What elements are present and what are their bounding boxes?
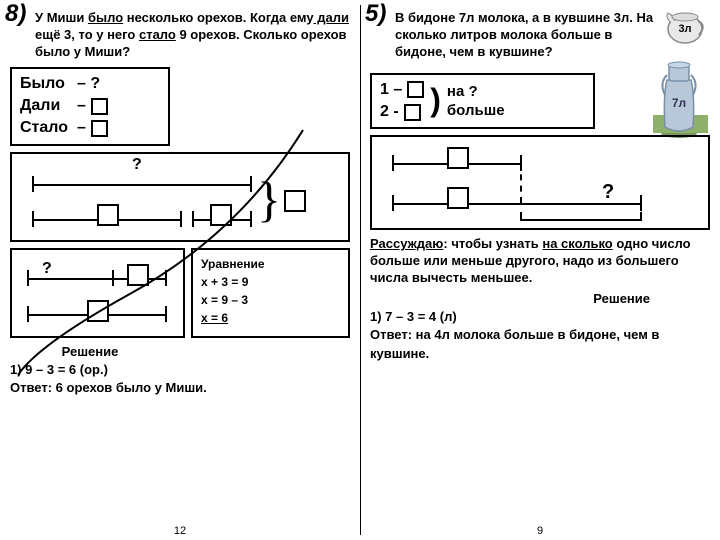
problem-number-5: 5) [365, 0, 386, 28]
svg-text:7л: 7л [672, 96, 686, 110]
reasoning-text: Рассуждаю: чтобы узнать на сколько одно … [370, 236, 710, 287]
page-num-left: 12 [174, 525, 186, 537]
solution-left: 1) 9 – 3 = 6 (ор.) Ответ: 6 орехов было … [10, 361, 350, 397]
row-diagram-eq: ? Уравнение x + 3 = 9 x = 9 – 3 x = 6 [10, 248, 350, 338]
jug-icon: 3л [663, 5, 708, 47]
solution-label-right: Решение [370, 291, 710, 306]
solution-right: 1) 7 – 3 = 4 (л) Ответ: на 4л молока бол… [370, 308, 710, 363]
page-num-right: 9 [537, 525, 543, 537]
diagram-1-left: ? } [10, 152, 350, 242]
given-box-8: Было– ? Дали– Стало– [10, 67, 170, 146]
right-problem: 5) В бидоне 7л молока, а в кувшине 3л. Н… [360, 0, 720, 540]
diagram-right: ? [370, 135, 710, 230]
given-box-5: 1 – 2 - ) на ? больше [370, 73, 595, 130]
milk-can-icon: 7л [653, 55, 708, 140]
equation-box: Уравнение x + 3 = 9 x = 9 – 3 x = 6 [191, 248, 350, 338]
diagram-2-left: ? [10, 248, 185, 338]
svg-text:3л: 3л [678, 23, 691, 35]
left-problem: 8) У Миши было несколько орехов. Когда е… [0, 0, 360, 540]
problem-text-8: У Миши было несколько орехов. Когда ему … [35, 10, 350, 61]
problem-number-8: 8) [5, 0, 26, 28]
solution-label-left: Решение [10, 344, 170, 359]
